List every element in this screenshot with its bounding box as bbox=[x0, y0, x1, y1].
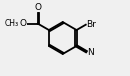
Text: O: O bbox=[20, 19, 27, 28]
Text: CH₃: CH₃ bbox=[5, 19, 19, 28]
Text: Br: Br bbox=[86, 20, 96, 29]
Text: O: O bbox=[35, 3, 42, 12]
Text: N: N bbox=[87, 48, 94, 57]
